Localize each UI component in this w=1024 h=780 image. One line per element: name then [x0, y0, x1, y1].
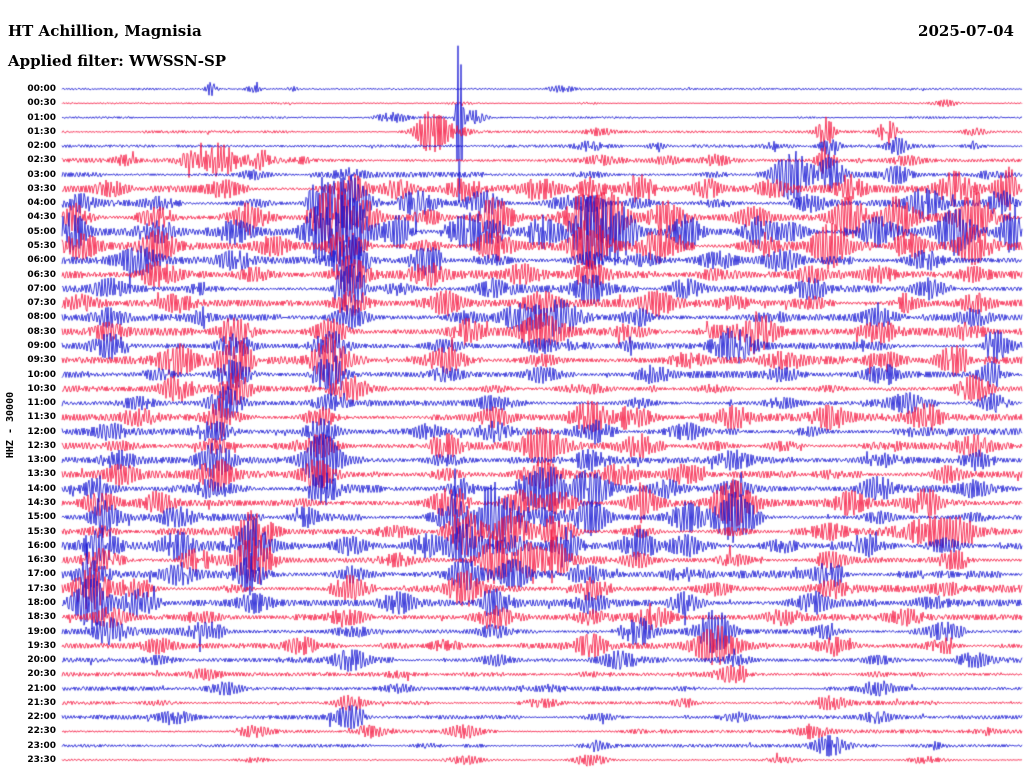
time-label: 00:30 — [27, 98, 56, 109]
time-label: 20:30 — [27, 669, 56, 680]
time-label: 12:30 — [27, 440, 56, 451]
time-label: 06:00 — [27, 255, 56, 266]
time-label: 11:30 — [27, 412, 56, 423]
time-label: 12:00 — [27, 426, 56, 437]
time-label: 05:00 — [27, 226, 56, 237]
time-label: 22:00 — [27, 712, 56, 723]
time-label: 16:00 — [27, 540, 56, 551]
report-date: 2025-07-04 — [918, 22, 1014, 40]
time-label: 05:30 — [27, 241, 56, 252]
time-label: 04:30 — [27, 212, 56, 223]
time-label: 07:00 — [27, 283, 56, 294]
filter-label: Applied filter: WWSSN-SP — [8, 52, 227, 70]
time-label: 13:00 — [27, 455, 56, 466]
time-label: 09:00 — [27, 340, 56, 351]
time-label: 03:00 — [27, 169, 56, 180]
time-label: 08:30 — [27, 326, 56, 337]
time-label: 02:30 — [27, 155, 56, 166]
time-label: 08:00 — [27, 312, 56, 323]
time-label: 20:00 — [27, 655, 56, 666]
time-label: 17:00 — [27, 569, 56, 580]
time-label: 00:00 — [27, 84, 56, 94]
time-label: 19:00 — [27, 626, 56, 637]
time-label: 02:00 — [27, 141, 56, 152]
time-label: 13:30 — [27, 469, 56, 480]
time-label: 01:00 — [27, 112, 56, 123]
time-label: 15:00 — [27, 512, 56, 523]
time-label: 15:30 — [27, 526, 56, 537]
time-label: 07:30 — [27, 298, 56, 309]
time-label: 18:00 — [27, 597, 56, 608]
time-label: 03:30 — [27, 183, 56, 194]
station-name: HT Achillion, Magnisia — [8, 22, 202, 40]
time-label: 04:00 — [27, 198, 56, 209]
time-axis: 00:00 00:30 01:00 01:30 02:00 02:30 03:00 03:30… — [0, 0, 58, 780]
time-label: 11:00 — [27, 398, 56, 409]
time-label: 01:30 — [27, 126, 56, 137]
time-label: 23:30 — [27, 755, 56, 765]
time-label: 14:00 — [27, 483, 56, 494]
time-label: 19:30 — [27, 640, 56, 651]
time-label: 10:00 — [27, 369, 56, 380]
time-label: 06:30 — [27, 269, 56, 280]
time-label: 17:30 — [27, 583, 56, 594]
time-label: 21:00 — [27, 683, 56, 694]
time-label: 22:30 — [27, 726, 56, 737]
time-label: 09:30 — [27, 355, 56, 366]
time-label: 21:30 — [27, 697, 56, 708]
time-label: 14:30 — [27, 498, 56, 509]
time-label: 23:00 — [27, 740, 56, 751]
time-label: 16:30 — [27, 555, 56, 566]
time-label: 18:30 — [27, 612, 56, 623]
time-label: 10:30 — [27, 383, 56, 394]
